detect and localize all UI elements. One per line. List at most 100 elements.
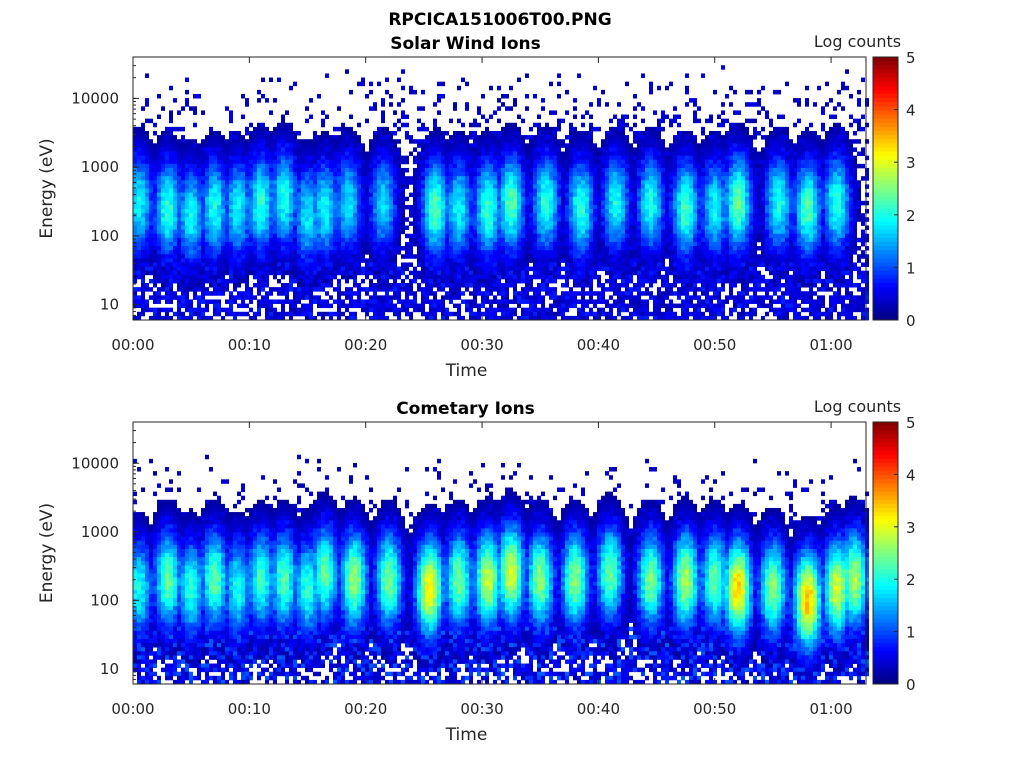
heatmap-cell	[573, 278, 577, 284]
heatmap-cell	[237, 188, 241, 194]
heatmap-cell	[181, 266, 185, 272]
heatmap-cell	[389, 287, 393, 292]
heatmap-cell	[525, 188, 529, 194]
heatmap-cell	[133, 266, 137, 272]
heatmap-cell	[397, 167, 401, 173]
heatmap-cell	[437, 159, 441, 165]
heatmap-cell	[373, 204, 377, 210]
heatmap-cell	[497, 262, 501, 267]
heatmap-cell	[425, 217, 429, 222]
heatmap-cell	[497, 106, 501, 111]
heatmap-cell	[213, 217, 217, 222]
heatmap-cell	[565, 283, 569, 288]
heatmap-cell	[393, 291, 397, 296]
heatmap-cell	[553, 299, 557, 304]
heatmap-cell	[233, 200, 237, 206]
heatmap-cell	[489, 217, 493, 222]
heatmap-cell	[445, 258, 449, 263]
heatmap-cell	[381, 163, 385, 169]
heatmap-cell	[169, 225, 173, 230]
heatmap-cell	[305, 291, 309, 296]
heatmap-cell	[469, 184, 473, 189]
heatmap-cell	[325, 151, 329, 157]
heatmap-cell	[217, 196, 221, 202]
heatmap-cell	[349, 291, 353, 296]
heatmap-cell	[137, 237, 141, 243]
heatmap-cell	[393, 237, 397, 243]
heatmap-cell	[533, 139, 537, 144]
heatmap-cell	[417, 250, 421, 255]
heatmap-cell	[369, 287, 373, 292]
heatmap-cell	[413, 221, 417, 226]
heatmap-cell	[457, 315, 461, 321]
heatmap-cell	[561, 299, 565, 304]
heatmap-cell	[277, 122, 281, 128]
heatmap-cell	[245, 221, 249, 226]
heatmap-cell	[345, 180, 349, 185]
heatmap-cell	[161, 192, 165, 198]
heatmap-cell	[293, 172, 297, 177]
heatmap-cell	[333, 196, 337, 202]
heatmap-cell	[373, 221, 377, 226]
heatmap-cell	[197, 225, 201, 230]
heatmap-cell	[541, 287, 545, 292]
heatmap-cell	[569, 266, 573, 272]
heatmap-cell	[261, 163, 265, 169]
heatmap-cell	[133, 176, 137, 181]
heatmap-cell	[581, 159, 585, 165]
heatmap-cell	[393, 274, 397, 280]
heatmap-cell	[373, 270, 377, 276]
heatmap-cell	[417, 172, 421, 177]
heatmap-cell	[405, 241, 409, 247]
heatmap-cell	[421, 221, 425, 226]
heatmap-cell	[221, 167, 225, 173]
heatmap-cell	[445, 200, 449, 206]
heatmap-cell	[173, 192, 177, 198]
heatmap-cell	[249, 196, 253, 202]
heatmap-cell	[445, 237, 449, 243]
heatmap-cell	[201, 229, 205, 235]
heatmap-cell	[373, 106, 377, 111]
heatmap-cell	[349, 204, 353, 210]
heatmap-cell	[425, 315, 429, 321]
heatmap-cell	[341, 237, 345, 243]
heatmap-cell	[301, 295, 305, 300]
heatmap-cell	[377, 283, 381, 288]
heatmap-cell	[233, 184, 237, 189]
heatmap-cell	[473, 315, 477, 321]
heatmap-cell	[573, 246, 577, 251]
heatmap-cell	[305, 233, 309, 239]
heatmap-cell	[249, 241, 253, 247]
heatmap-cell	[393, 209, 397, 214]
heatmap-cell	[477, 266, 481, 272]
heatmap-cell	[293, 299, 297, 304]
heatmap-cell	[401, 196, 405, 202]
heatmap-cell	[369, 225, 373, 230]
heatmap-cell	[421, 266, 425, 272]
heatmap-cell	[545, 135, 549, 140]
heatmap-cell	[397, 237, 401, 243]
heatmap-cell	[333, 209, 337, 214]
heatmap-cell	[261, 167, 265, 173]
heatmap-cell	[261, 217, 265, 222]
heatmap-cell	[521, 200, 525, 206]
heatmap-cell	[169, 159, 173, 165]
heatmap-cell	[437, 163, 441, 169]
heatmap-cell	[281, 176, 285, 181]
heatmap-cell	[193, 278, 197, 284]
heatmap-cell	[537, 188, 541, 194]
heatmap-cell	[509, 188, 513, 194]
heatmap-cell	[353, 229, 357, 235]
heatmap-cell	[313, 299, 317, 304]
heatmap-cell	[397, 291, 401, 296]
heatmap-cell	[149, 188, 153, 194]
heatmap-cell	[469, 159, 473, 165]
heatmap-cell	[437, 274, 441, 280]
heatmap-cell	[185, 217, 189, 222]
heatmap-cell	[133, 246, 137, 251]
heatmap-cell	[265, 126, 269, 132]
heatmap-cell	[169, 237, 173, 243]
heatmap-cell	[301, 225, 305, 230]
heatmap-cell	[329, 225, 333, 230]
heatmap-cell	[509, 221, 513, 226]
